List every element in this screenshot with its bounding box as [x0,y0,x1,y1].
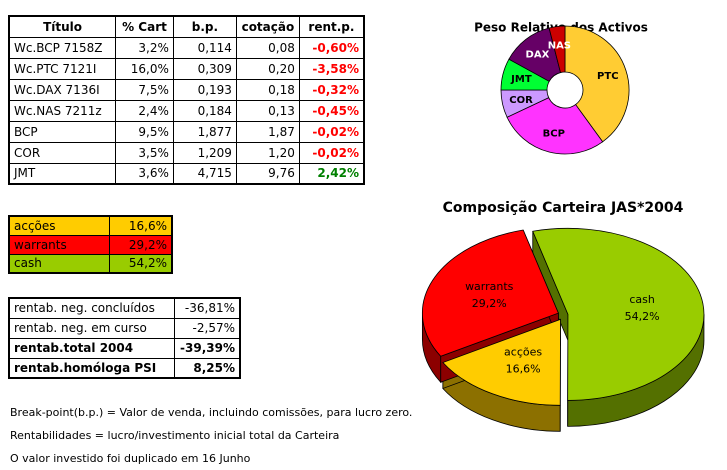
cell: -0,60% [298,36,365,59]
cell: 9,5% [115,120,174,143]
cell: COR [8,141,117,164]
cell: -0,02% [298,120,365,143]
cell: 1,209 [172,141,237,164]
slice-value: 29,2% [472,297,507,310]
table-row: JMT 3,6% 4,715 9,76 2,42% [8,162,365,185]
slice-label: DAX [526,49,550,60]
cell: Wc.NAS 7211z [8,99,117,122]
returns-table: rentab. neg. concluídos -36,81% rentab. ne… [8,297,241,379]
table-row: cash 54,2% [8,253,173,274]
chart-title: Composição Carteira JAS*2004 [443,200,684,216]
slice-value: 54,2% [625,310,660,323]
cell: rentab. neg. concluídos [8,297,175,319]
pie-slice [442,318,561,406]
table-row: acções 16,6% [8,215,173,236]
cell: -0,45% [298,99,365,122]
slice-label: JMT [510,74,532,85]
cell: warrants [8,234,111,255]
cell: 9,76 [235,162,300,185]
table-row: Wc.DAX 7136I 7,5% 0,193 0,18 -0,32% [8,78,365,101]
cell: 7,5% [115,78,174,101]
cell: 3,6% [115,162,174,185]
cell: -3,58% [298,57,365,80]
cell: 4,715 [172,162,237,185]
cell: rentab.total 2004 [8,337,175,359]
cell: 0,114 [172,36,237,59]
cell: 0,18 [235,78,300,101]
cell: acções [8,215,111,236]
cell: 2,4% [115,99,174,122]
table-row: Wc.NAS 7211z 2,4% 0,184 0,13 -0,45% [8,99,365,122]
slice-label: acções [504,345,542,358]
cell: 0,08 [235,36,300,59]
cell: 54,2% [109,253,173,274]
donut-slice [564,25,630,143]
slice-value: 16,6% [506,362,541,375]
donut-slice [548,25,566,74]
cell: 3,2% [115,36,174,59]
cell: -39,39% [173,337,241,359]
cell: -0,02% [298,141,365,164]
slice-label: NAS [548,40,571,51]
cell: 1,20 [235,141,300,164]
cell: 0,20 [235,57,300,80]
table-row: BCP 9,5% 1,877 1,87 -0,02% [8,120,365,143]
table-row: warrants 29,2% [8,234,173,255]
cell: JMT [8,162,117,185]
cell: 0,184 [172,99,237,122]
table-row: Título% Cart b.p. cotação rent.p. [8,15,365,38]
slice-label: BCP [543,129,565,140]
cell: 16,0% [115,57,174,80]
cell: Wc.BCP 7158Z [8,36,117,59]
header-cell: Título [8,15,117,38]
pie-slice [532,227,705,401]
cell: 0,309 [172,57,237,80]
allocation-table: acções 16,6% warrants 29,2% cash 54,2% [8,215,173,274]
note: Break-point(b.p.) = Valor de venda, incl… [10,406,413,419]
holdings-table: Título% Cart b.p. cotação rent.p. Wc.BCP 715… [8,15,365,185]
cell: BCP [8,120,117,143]
cell: 3,5% [115,141,174,164]
slice-label: warrants [465,280,514,293]
cell: rentab. neg. em curso [8,317,175,339]
note: Rentabilidades = lucro/investimento inic… [10,429,340,442]
table-row: rentab.homóloga PSI 8,25% [8,357,241,379]
table-row: rentab. neg. em curso -2,57% [8,317,241,339]
table-row: rentab.total 2004 -39,39% [8,337,241,359]
cell: cash [8,253,111,274]
cell: Wc.DAX 7136I [8,78,117,101]
table-row: Wc.BCP 7158Z 3,2% 0,114 0,08 -0,60% [8,36,365,59]
cell: 8,25% [173,357,241,379]
cell: 1,877 [172,120,237,143]
cell: -2,57% [173,317,241,339]
cell: -36,81% [173,297,241,319]
table-row: Wc.PTC 7121I 16,0% 0,309 0,20 -3,58% [8,57,365,80]
cell: Wc.PTC 7121I [8,57,117,80]
header-cell: b.p. [172,15,237,38]
cell: -0,32% [298,78,365,101]
pie-slice [422,229,559,357]
slice-label: cash [629,293,655,306]
cell: 16,6% [109,215,173,236]
cell: 2,42% [298,162,365,185]
donut-slice [506,97,604,155]
table-row: rentab. neg. concluídos -36,81% [8,297,241,319]
slice-label: COR [509,95,533,106]
header-cell: % Cart [115,15,174,38]
header-cell: rent.p. [298,15,365,38]
slice-label: PTC [597,71,619,82]
header-cell: cotação [235,15,300,38]
cell: 0,13 [235,99,300,122]
note: O valor investido foi duplicado em 16 Ju… [10,452,251,465]
cell: 29,2% [109,234,173,255]
cell: 1,87 [235,120,300,143]
cell: rentab.homóloga PSI [8,357,175,379]
table-row: COR 3,5% 1,209 1,20 -0,02% [8,141,365,164]
cell: 0,193 [172,78,237,101]
